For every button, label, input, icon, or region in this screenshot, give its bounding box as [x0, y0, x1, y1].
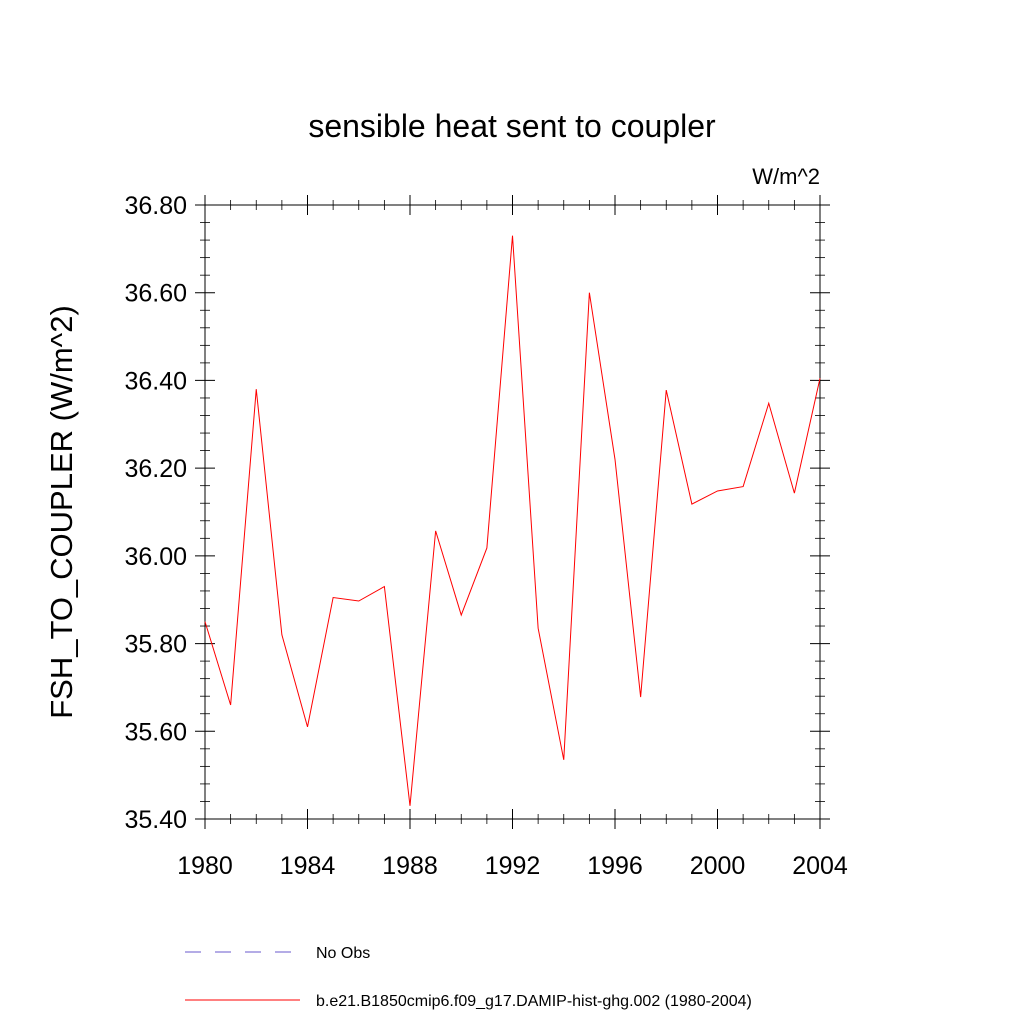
x-tick-label: 2004	[792, 852, 848, 880]
minor-ticks	[200, 200, 825, 824]
chart-title: sensible heat sent to coupler	[308, 108, 716, 144]
x-tick-label: 1980	[177, 852, 233, 880]
y-axis-label: FSH_TO_COUPLER (W/m^2)	[44, 305, 79, 719]
x-tick-label: 1992	[485, 852, 541, 880]
legend-label: No Obs	[316, 945, 370, 962]
series-group	[204, 235, 821, 806]
y-tick-label: 36.00	[124, 543, 187, 571]
y-tick-label: 36.60	[124, 280, 187, 308]
series-line	[204, 235, 821, 806]
units-label: W/m^2	[752, 164, 820, 189]
y-tick-label: 35.80	[124, 631, 187, 659]
y-tick-label: 36.40	[124, 367, 187, 395]
plot-frame	[204, 204, 821, 820]
x-tick-label: 1984	[280, 852, 336, 880]
y-tick-label: 35.40	[124, 806, 187, 834]
x-tick-label: 1996	[587, 852, 643, 880]
y-tick-labels: 35.40 35.60 35.80 36.00 36.20 36.40 36.60 36.80	[124, 192, 187, 834]
x-tick-label: 2000	[690, 852, 746, 880]
y-tick-label: 35.60	[124, 718, 187, 746]
y-tick-label: 36.80	[124, 192, 187, 220]
x-tick-label: 1988	[382, 852, 438, 880]
x-tick-labels: 1980 1984 1988 1992 1996 2000 2004	[177, 852, 848, 880]
legend: No Obs b.e21.B1850cmip6.f09_g17.DAMIP-his…	[185, 945, 752, 1010]
major-ticks	[195, 195, 830, 829]
y-tick-label: 36.20	[124, 455, 187, 483]
legend-label: b.e21.B1850cmip6.f09_g17.DAMIP-hist-ghg.…	[316, 993, 752, 1010]
